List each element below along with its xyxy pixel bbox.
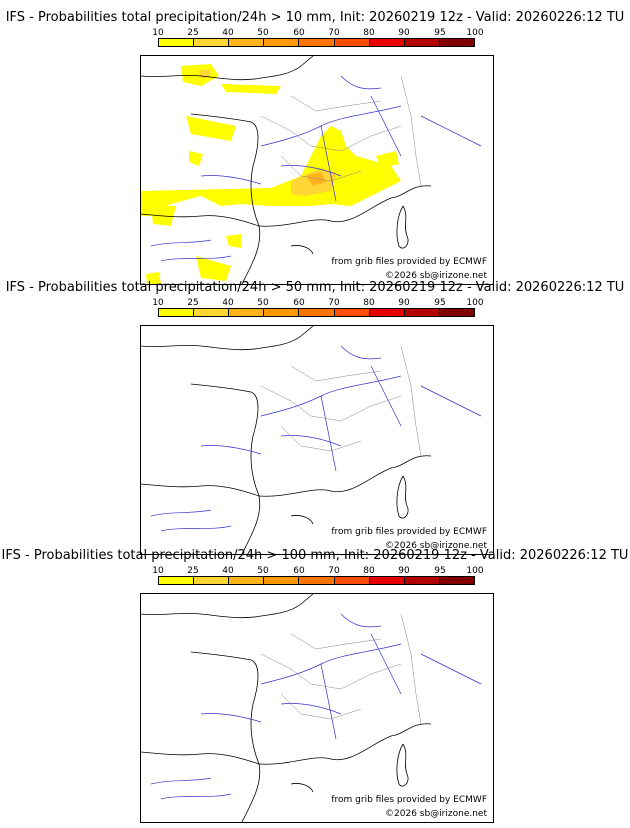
colorbar-segment bbox=[299, 577, 335, 584]
tick-label: 10 bbox=[152, 298, 164, 308]
legend-ticks: 10 25 40 50 60 70 80 90 95 100 bbox=[0, 298, 630, 308]
tick-label: 80 bbox=[363, 566, 375, 576]
colorbar bbox=[158, 576, 475, 585]
tick-label: 80 bbox=[363, 298, 375, 308]
legend-ticks: 10 25 40 50 60 70 80 90 95 100 bbox=[0, 566, 630, 576]
credit-copyright: ©2026 sb@irizone.net bbox=[385, 271, 487, 281]
rivers bbox=[150, 75, 482, 262]
map-frame: from grib files provided by ECMWF ©2026 … bbox=[140, 593, 494, 823]
colorbar-segment bbox=[159, 577, 195, 584]
precipitation-areas bbox=[141, 64, 401, 284]
colorbar-segment bbox=[229, 577, 265, 584]
panel-10mm: IFS - Probabilities total precipitation/… bbox=[0, 10, 630, 285]
colorbar-segment bbox=[334, 577, 370, 584]
coastlines bbox=[141, 594, 432, 822]
tick-label: 50 bbox=[257, 298, 269, 308]
colorbar-segment bbox=[404, 577, 440, 584]
tick-label: 95 bbox=[434, 298, 446, 308]
admin-borders bbox=[260, 345, 422, 457]
colorbar-segment bbox=[369, 39, 405, 46]
coastlines bbox=[141, 326, 432, 554]
admin-borders bbox=[260, 613, 422, 725]
tick-label: 70 bbox=[328, 28, 340, 38]
tick-label: 40 bbox=[222, 298, 234, 308]
colorbar-segment bbox=[194, 309, 230, 316]
credit-source: from grib files provided by ECMWF bbox=[331, 795, 487, 805]
tick-label: 60 bbox=[293, 566, 305, 576]
tick-label: 100 bbox=[466, 566, 484, 576]
tick-label: 90 bbox=[398, 566, 410, 576]
colorbar-segment bbox=[299, 309, 335, 316]
colorbar bbox=[158, 38, 475, 47]
admin-borders bbox=[260, 75, 422, 187]
tick-label: 100 bbox=[466, 28, 484, 38]
credit-source: from grib files provided by ECMWF bbox=[331, 527, 487, 537]
tick-label: 10 bbox=[152, 28, 164, 38]
colorbar-segment bbox=[404, 309, 440, 316]
tick-label: 60 bbox=[293, 298, 305, 308]
rivers bbox=[150, 345, 482, 532]
tick-label: 25 bbox=[187, 566, 199, 576]
map-frame: from grib files provided by ECMWF ©2026 … bbox=[140, 325, 494, 555]
map-frame: from grib files provided by ECMWF ©2026 … bbox=[140, 55, 494, 285]
colorbar-segment bbox=[299, 39, 335, 46]
colorbar-segment bbox=[369, 577, 405, 584]
tick-label: 10 bbox=[152, 566, 164, 576]
colorbar-segment bbox=[229, 39, 265, 46]
colorbar-segment bbox=[334, 309, 370, 316]
rivers bbox=[150, 613, 482, 800]
panel-title: IFS - Probabilities total precipitation/… bbox=[5, 10, 625, 25]
tick-label: 40 bbox=[222, 28, 234, 38]
credit-copyright: ©2026 sb@irizone.net bbox=[385, 541, 487, 551]
tick-label: 25 bbox=[187, 28, 199, 38]
colorbar-segment bbox=[194, 39, 230, 46]
tick-label: 40 bbox=[222, 566, 234, 576]
colorbar-segment bbox=[264, 577, 300, 584]
tick-label: 25 bbox=[187, 298, 199, 308]
colorbar-segment bbox=[334, 39, 370, 46]
tick-label: 90 bbox=[398, 298, 410, 308]
tick-label: 60 bbox=[293, 28, 305, 38]
colorbar-segment bbox=[369, 309, 405, 316]
tick-label: 95 bbox=[434, 28, 446, 38]
legend-ticks: 10 25 40 50 60 70 80 90 95 100 bbox=[0, 28, 630, 38]
colorbar-segment bbox=[159, 39, 195, 46]
tick-label: 70 bbox=[328, 298, 340, 308]
colorbar-segment bbox=[159, 309, 195, 316]
colorbar-segment bbox=[264, 309, 300, 316]
colorbar-segment bbox=[439, 577, 474, 584]
map-canvas bbox=[141, 56, 482, 284]
colorbar-segment bbox=[264, 39, 300, 46]
map-canvas bbox=[141, 594, 482, 822]
tick-label: 50 bbox=[257, 566, 269, 576]
colorbar-segment bbox=[404, 39, 440, 46]
credit-source: from grib files provided by ECMWF bbox=[331, 257, 487, 267]
tick-label: 70 bbox=[328, 566, 340, 576]
map-canvas bbox=[141, 326, 482, 554]
tick-label: 90 bbox=[398, 28, 410, 38]
panel-100mm: IFS - Probabilities total precipitation/… bbox=[0, 548, 630, 823]
colorbar-segment bbox=[439, 309, 474, 316]
colorbar-segment bbox=[229, 309, 265, 316]
tick-label: 95 bbox=[434, 566, 446, 576]
colorbar-segment bbox=[439, 39, 474, 46]
colorbar bbox=[158, 308, 475, 317]
credit-copyright: ©2026 sb@irizone.net bbox=[385, 809, 487, 819]
panel-title: IFS - Probabilities total precipitation/… bbox=[1, 548, 629, 563]
coastlines bbox=[141, 56, 432, 284]
colorbar-segment bbox=[194, 577, 230, 584]
tick-label: 80 bbox=[363, 28, 375, 38]
panel-title: IFS - Probabilities total precipitation/… bbox=[5, 280, 625, 295]
tick-label: 100 bbox=[466, 298, 484, 308]
tick-label: 50 bbox=[257, 28, 269, 38]
panel-50mm: IFS - Probabilities total precipitation/… bbox=[0, 280, 630, 555]
